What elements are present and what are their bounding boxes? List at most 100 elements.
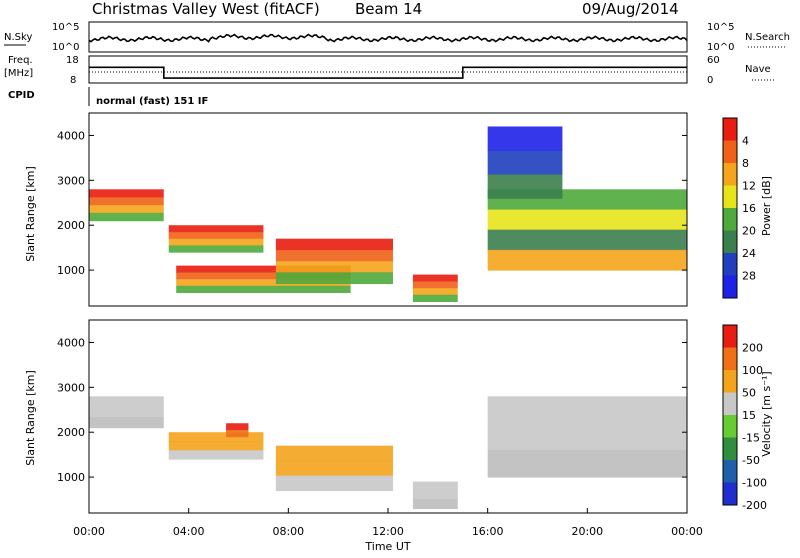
velocity-region-3-band-1 [275, 460, 393, 477]
power-panel: 1000 2000 3000 4000 Slant Range [km] [24, 112, 688, 307]
velocity-colorbar-swatch-2 [723, 437, 737, 460]
velocity-region-1-band-2 [168, 450, 264, 460]
station-title: Christmas Valley West (fitACF) [92, 0, 320, 18]
velocity-colorbar-swatch-6 [723, 347, 737, 370]
velocity-colorbar-swatch-0 [723, 482, 737, 505]
power-colorbar-tick-3: 16 [742, 202, 756, 215]
cpid-label: CPID [8, 90, 35, 101]
velocity-region-4-band-2 [412, 499, 458, 510]
x-axis-label: Time UT [364, 540, 410, 553]
velocity-colorbar-tick-3: 15 [742, 409, 756, 422]
power-colorbar-tick-2: 12 [742, 180, 756, 193]
velocity-colorbar-swatch-1 [723, 460, 737, 483]
power-colorbar-swatch-4 [723, 185, 737, 208]
power-region-6-band-2 [487, 174, 563, 199]
velocity-region-0-band-1 [89, 406, 164, 418]
velocity-colorbar-tick-5: -50 [742, 454, 760, 467]
velocity-ylabel: Slant Range [km] [24, 370, 37, 466]
nave-tick-0: 60 [707, 55, 720, 66]
power-region-6-band-1 [487, 150, 563, 175]
power-region-0-band-0 [89, 189, 164, 198]
velocity-colorbar-swatch-4 [723, 392, 737, 415]
power-colorbar-label: Power [dB] [760, 176, 773, 236]
nave-tick-1: 0 [707, 75, 713, 86]
power-colorbar: 4 8 12 16 20 24 28 Power [dB] [722, 117, 773, 299]
freq-tick-0: 18 [66, 55, 79, 66]
power-region-4-band-0 [412, 274, 458, 282]
power-colorbar-tick-6: 28 [742, 270, 756, 283]
x-tick-label-1: 04:00 [173, 525, 205, 538]
velocity-colorbar-tick-6: -100 [742, 477, 767, 490]
velocity-region-5-band-0 [487, 396, 687, 424]
velocity-region-3-band-2 [275, 475, 393, 492]
power-region-1-band-3 [168, 245, 264, 253]
power-region-4-band-1 [412, 281, 458, 289]
power-yticks-label-3: 4000 [57, 129, 85, 142]
power-region-3-band-1 [275, 249, 393, 262]
x-tick-label-0: 00:00 [73, 525, 105, 538]
noise-tick-right-0: 10^5 [707, 22, 734, 33]
velocity-colorbar: 200 100 50 15 -15 -50 -100 -200 Velocity [m s⁻¹… [722, 324, 773, 512]
nave-label: Nave [745, 64, 771, 75]
velocity-panel: 1000 2000 3000 4000 Slant Range [km] [24, 319, 688, 514]
beam-label: Beam 14 [355, 0, 422, 18]
velocity-colorbar-swatch-7 [723, 325, 737, 348]
velocity-yticks-label-3: 4000 [57, 336, 85, 349]
power-region-5-band-2 [487, 229, 687, 251]
noise-tick-left-0: 10^5 [52, 22, 79, 33]
power-region-3-band-0 [275, 238, 393, 251]
power-colorbar-tick-4: 20 [742, 225, 756, 238]
noise-tick-left-1: 10^0 [52, 42, 79, 53]
velocity-region-0-band-2 [89, 417, 164, 429]
power-colorbar-tick-1: 8 [742, 157, 749, 170]
nsky-label: N.Sky [4, 32, 32, 43]
velocity-region-0-band-0 [89, 396, 164, 408]
freq-strip: Freq. [MHz] Nave 18 8 60 0 [4, 55, 775, 86]
velocity-yticks-label-2: 3000 [57, 381, 85, 394]
power-region-3-band-2 [275, 261, 393, 273]
noise-strip: N.Sky N.Search 10^5 10^0 10^5 10^0 [4, 21, 790, 53]
power-region-5-band-1 [487, 209, 687, 231]
power-yticks-label-2: 3000 [57, 174, 85, 187]
power-region-0-band-1 [89, 197, 164, 206]
power-region-0-band-2 [89, 205, 164, 214]
velocity-colorbar-tick-2: 50 [742, 387, 756, 400]
velocity-colorbar-swatch-3 [723, 415, 737, 438]
x-axis: 00:00 04:00 08:00 12:00 16:00 20:00 00:00 [73, 508, 703, 538]
velocity-region-4-band-1 [412, 490, 458, 501]
power-colorbar-tick-5: 24 [742, 247, 756, 260]
velocity-region-5-band-2 [487, 450, 687, 478]
power-region-1-band-0 [168, 225, 264, 233]
power-region-1-band-1 [168, 231, 264, 240]
power-region-5-band-3 [487, 249, 687, 271]
power-colorbar-swatch-5 [723, 163, 737, 186]
velocity-yticks-label-0: 1000 [57, 471, 85, 484]
power-region-2-band-0 [176, 265, 351, 273]
power-colorbar-swatch-3 [723, 208, 737, 231]
velocity-colorbar-frame [722, 324, 738, 506]
date-label: 09/Aug/2014 [582, 0, 679, 18]
velocity-yticks-label-1: 2000 [57, 426, 85, 439]
velocity-region-2-band-1 [226, 429, 249, 438]
power-region-0-band-3 [89, 212, 164, 222]
freq-label: Freq. [8, 55, 33, 66]
power-region-4-band-3 [412, 294, 458, 303]
x-tick-label-6: 00:00 [671, 525, 703, 538]
velocity-region-4-band-0 [412, 481, 458, 492]
x-tick-label-3: 12:00 [372, 525, 404, 538]
velocity-region-2-band-0 [226, 423, 249, 431]
power-region-1-band-2 [168, 238, 264, 246]
noise-trace [88, 33, 688, 43]
nsearch-label: N.Search [745, 32, 790, 43]
power-region-2-band-2 [176, 279, 351, 287]
velocity-colorbar-tick-7: -200 [742, 499, 767, 512]
noise-tick-right-1: 10^0 [707, 42, 734, 53]
velocity-region-5-band-1 [487, 423, 687, 451]
velocity-colorbar-tick-1: 100 [742, 364, 763, 377]
velocity-colorbar-label: Velocity [m s⁻¹] [760, 371, 773, 456]
power-region-6-band-0 [487, 126, 563, 151]
velocity-colorbar-tick-0: 200 [742, 342, 763, 355]
power-region-4-band-2 [412, 288, 458, 296]
power-region-2-band-1 [176, 272, 351, 280]
power-colorbar-swatch-0 [723, 275, 737, 298]
